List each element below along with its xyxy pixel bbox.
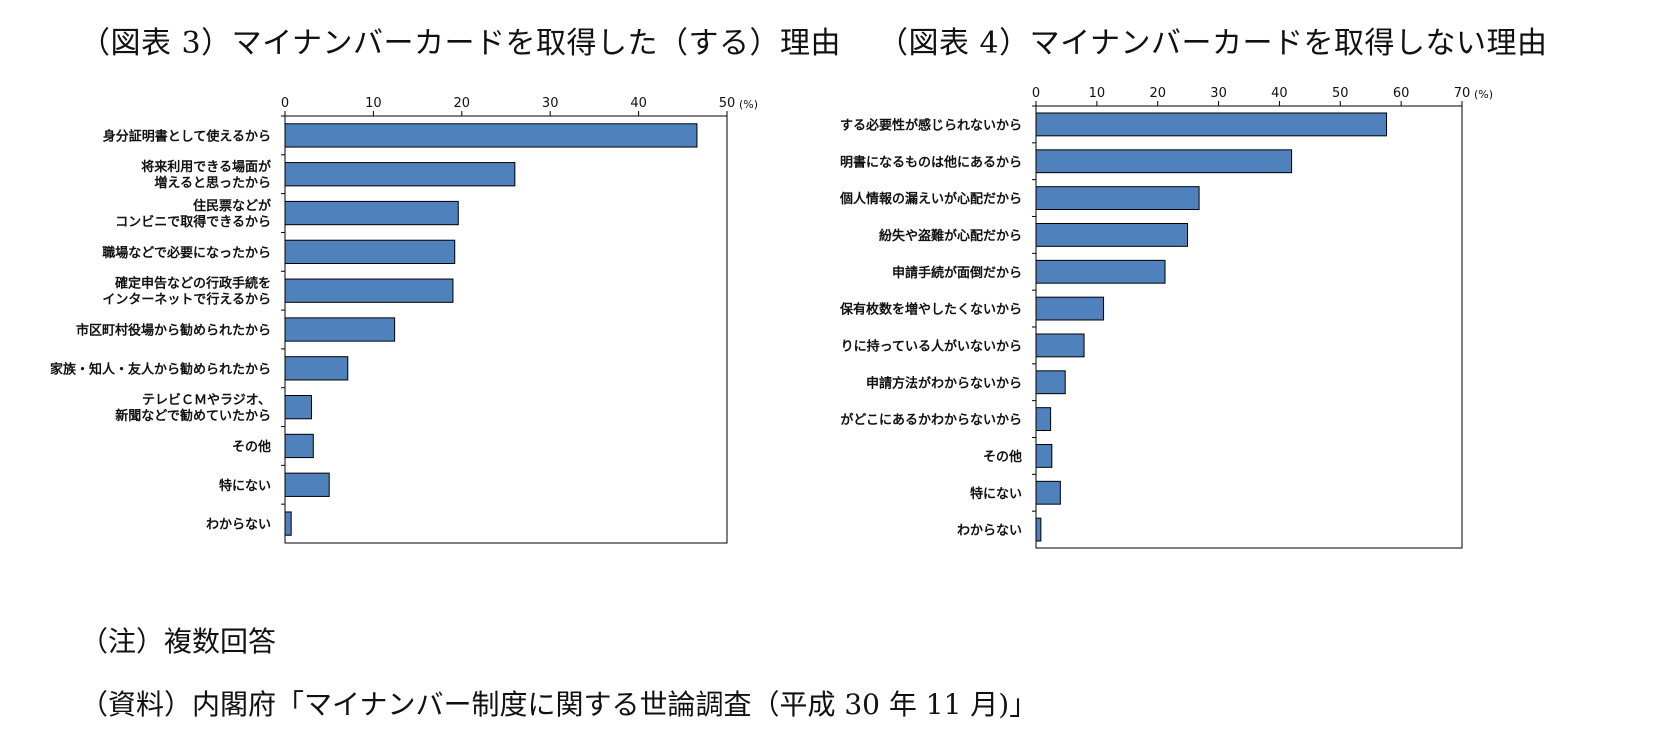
- category-label: 自分の周りに持っている人がいないから: [840, 338, 1022, 354]
- x-tick-label: 10: [365, 96, 382, 111]
- category-label: わからない: [206, 518, 271, 533]
- bar: [1035, 222, 1189, 247]
- x-tick-label: 60: [1393, 86, 1410, 101]
- chart-title-left: （図表 3）マイナンバーカードを取得した（する）理由: [80, 26, 842, 61]
- bar: [1035, 333, 1085, 358]
- bar: [284, 162, 516, 187]
- category-label: 将来利用できる場面が: [141, 159, 271, 175]
- bar: [1035, 112, 1388, 137]
- bar: [284, 511, 292, 536]
- bar: [1035, 186, 1200, 211]
- category-label: わからない: [957, 524, 1022, 539]
- category-label: インターネットで行えるから: [102, 292, 271, 308]
- category-label: 職場などで必要になったから: [102, 245, 271, 261]
- chart-svg: 0 10 20 30 40 50 (%) 身分証明書として使えるから将来利用できる場面が増える…: [50, 96, 758, 544]
- category-label: 申請書がどこにあるかわからないから: [840, 412, 1022, 428]
- bar: [1035, 480, 1061, 505]
- footnote-multiple-answers: （注）複数回答: [80, 625, 277, 658]
- chart-svg: 0 10 20 30 40 50 60 70(%) 取得する必要性が感じられないから身分証明書に…: [788, 86, 1493, 549]
- category-label: カードの保有枚数を増やしたくないから: [840, 302, 1022, 318]
- bar: [284, 123, 698, 148]
- x-tick-label: 50: [1332, 86, 1349, 101]
- x-tick-label: 40: [630, 96, 647, 111]
- bar: [284, 356, 349, 381]
- unit-label: (%): [739, 98, 758, 111]
- category-label: 紛失や盗難が心配だから: [879, 228, 1022, 244]
- category-label: 市区町村役場から勧められたから: [76, 323, 271, 339]
- x-tick-label: 30: [542, 96, 559, 111]
- x-tick-label: 30: [1210, 86, 1227, 101]
- bar: [284, 200, 459, 226]
- category-label: テレビＣＭやラジオ、: [142, 392, 271, 408]
- category-label: 特にない: [970, 486, 1022, 502]
- x-tick-label: 10: [1089, 86, 1106, 101]
- bar: [284, 278, 454, 303]
- bar: [284, 472, 330, 497]
- bar: [1035, 259, 1166, 284]
- category-label: 家族・知人・友人から勧められたから: [50, 361, 271, 377]
- category-label: 特にない: [219, 478, 271, 494]
- category-label: 身分証明書として使えるから: [103, 128, 271, 144]
- x-tick-label: 0: [1032, 86, 1040, 101]
- category-label: 取得する必要性が感じられないから: [840, 117, 1022, 133]
- bar-chart-reasons-obtained: 0 10 20 30 40 50 (%) 身分証明書として使えるから将来利用できる場面が 増える…: [40, 86, 800, 596]
- category-label: 申請方法がわからないから: [866, 375, 1022, 391]
- category-label: 確定申告などの行政手続を: [115, 276, 271, 292]
- x-tick-label: 40: [1271, 86, 1288, 101]
- category-label: 個人情報の漏えいが心配だから: [840, 191, 1022, 207]
- bar: [1035, 149, 1293, 174]
- category-label: 申請手続が面倒だから: [892, 265, 1022, 281]
- bar-chart-reasons-not-obtained: 0 10 20 30 40 50 60 70(%) 取得する必要性が感じられないから身分証明書に…: [788, 86, 1640, 596]
- x-tick-label: 20: [454, 96, 471, 111]
- category-label: その他: [983, 449, 1022, 465]
- source-note: （資料）内閣府「マイナンバー制度に関する世論調査（平成 30 年 11 月)」: [80, 688, 1038, 721]
- bar: [1035, 443, 1053, 468]
- category-label: 新聞などで勧めていたから: [115, 408, 271, 424]
- bar: [284, 239, 456, 265]
- bar: [1035, 296, 1105, 321]
- x-tick-label: 20: [1149, 86, 1166, 101]
- unit-label: (%): [1474, 88, 1493, 101]
- category-label: その他: [232, 439, 271, 455]
- bar: [284, 433, 314, 459]
- category-label: 増えると思ったから: [154, 175, 271, 191]
- bar: [284, 317, 396, 342]
- bar: [1035, 370, 1066, 395]
- category-label: コンビニで取得できるから: [115, 214, 271, 230]
- category-label: 身分証明書になるものは他にあるから: [840, 154, 1022, 170]
- bar: [1035, 517, 1042, 542]
- x-tick-label: 0: [281, 96, 289, 111]
- chart-title-right: （図表 4）マイナンバーカードを取得しない理由: [878, 26, 1548, 61]
- bar: [1035, 407, 1052, 432]
- bar: [284, 394, 313, 420]
- x-tick-label: 70: [1454, 86, 1471, 101]
- category-label: 住民票などが: [193, 198, 271, 214]
- x-tick-label: 50: [719, 96, 736, 111]
